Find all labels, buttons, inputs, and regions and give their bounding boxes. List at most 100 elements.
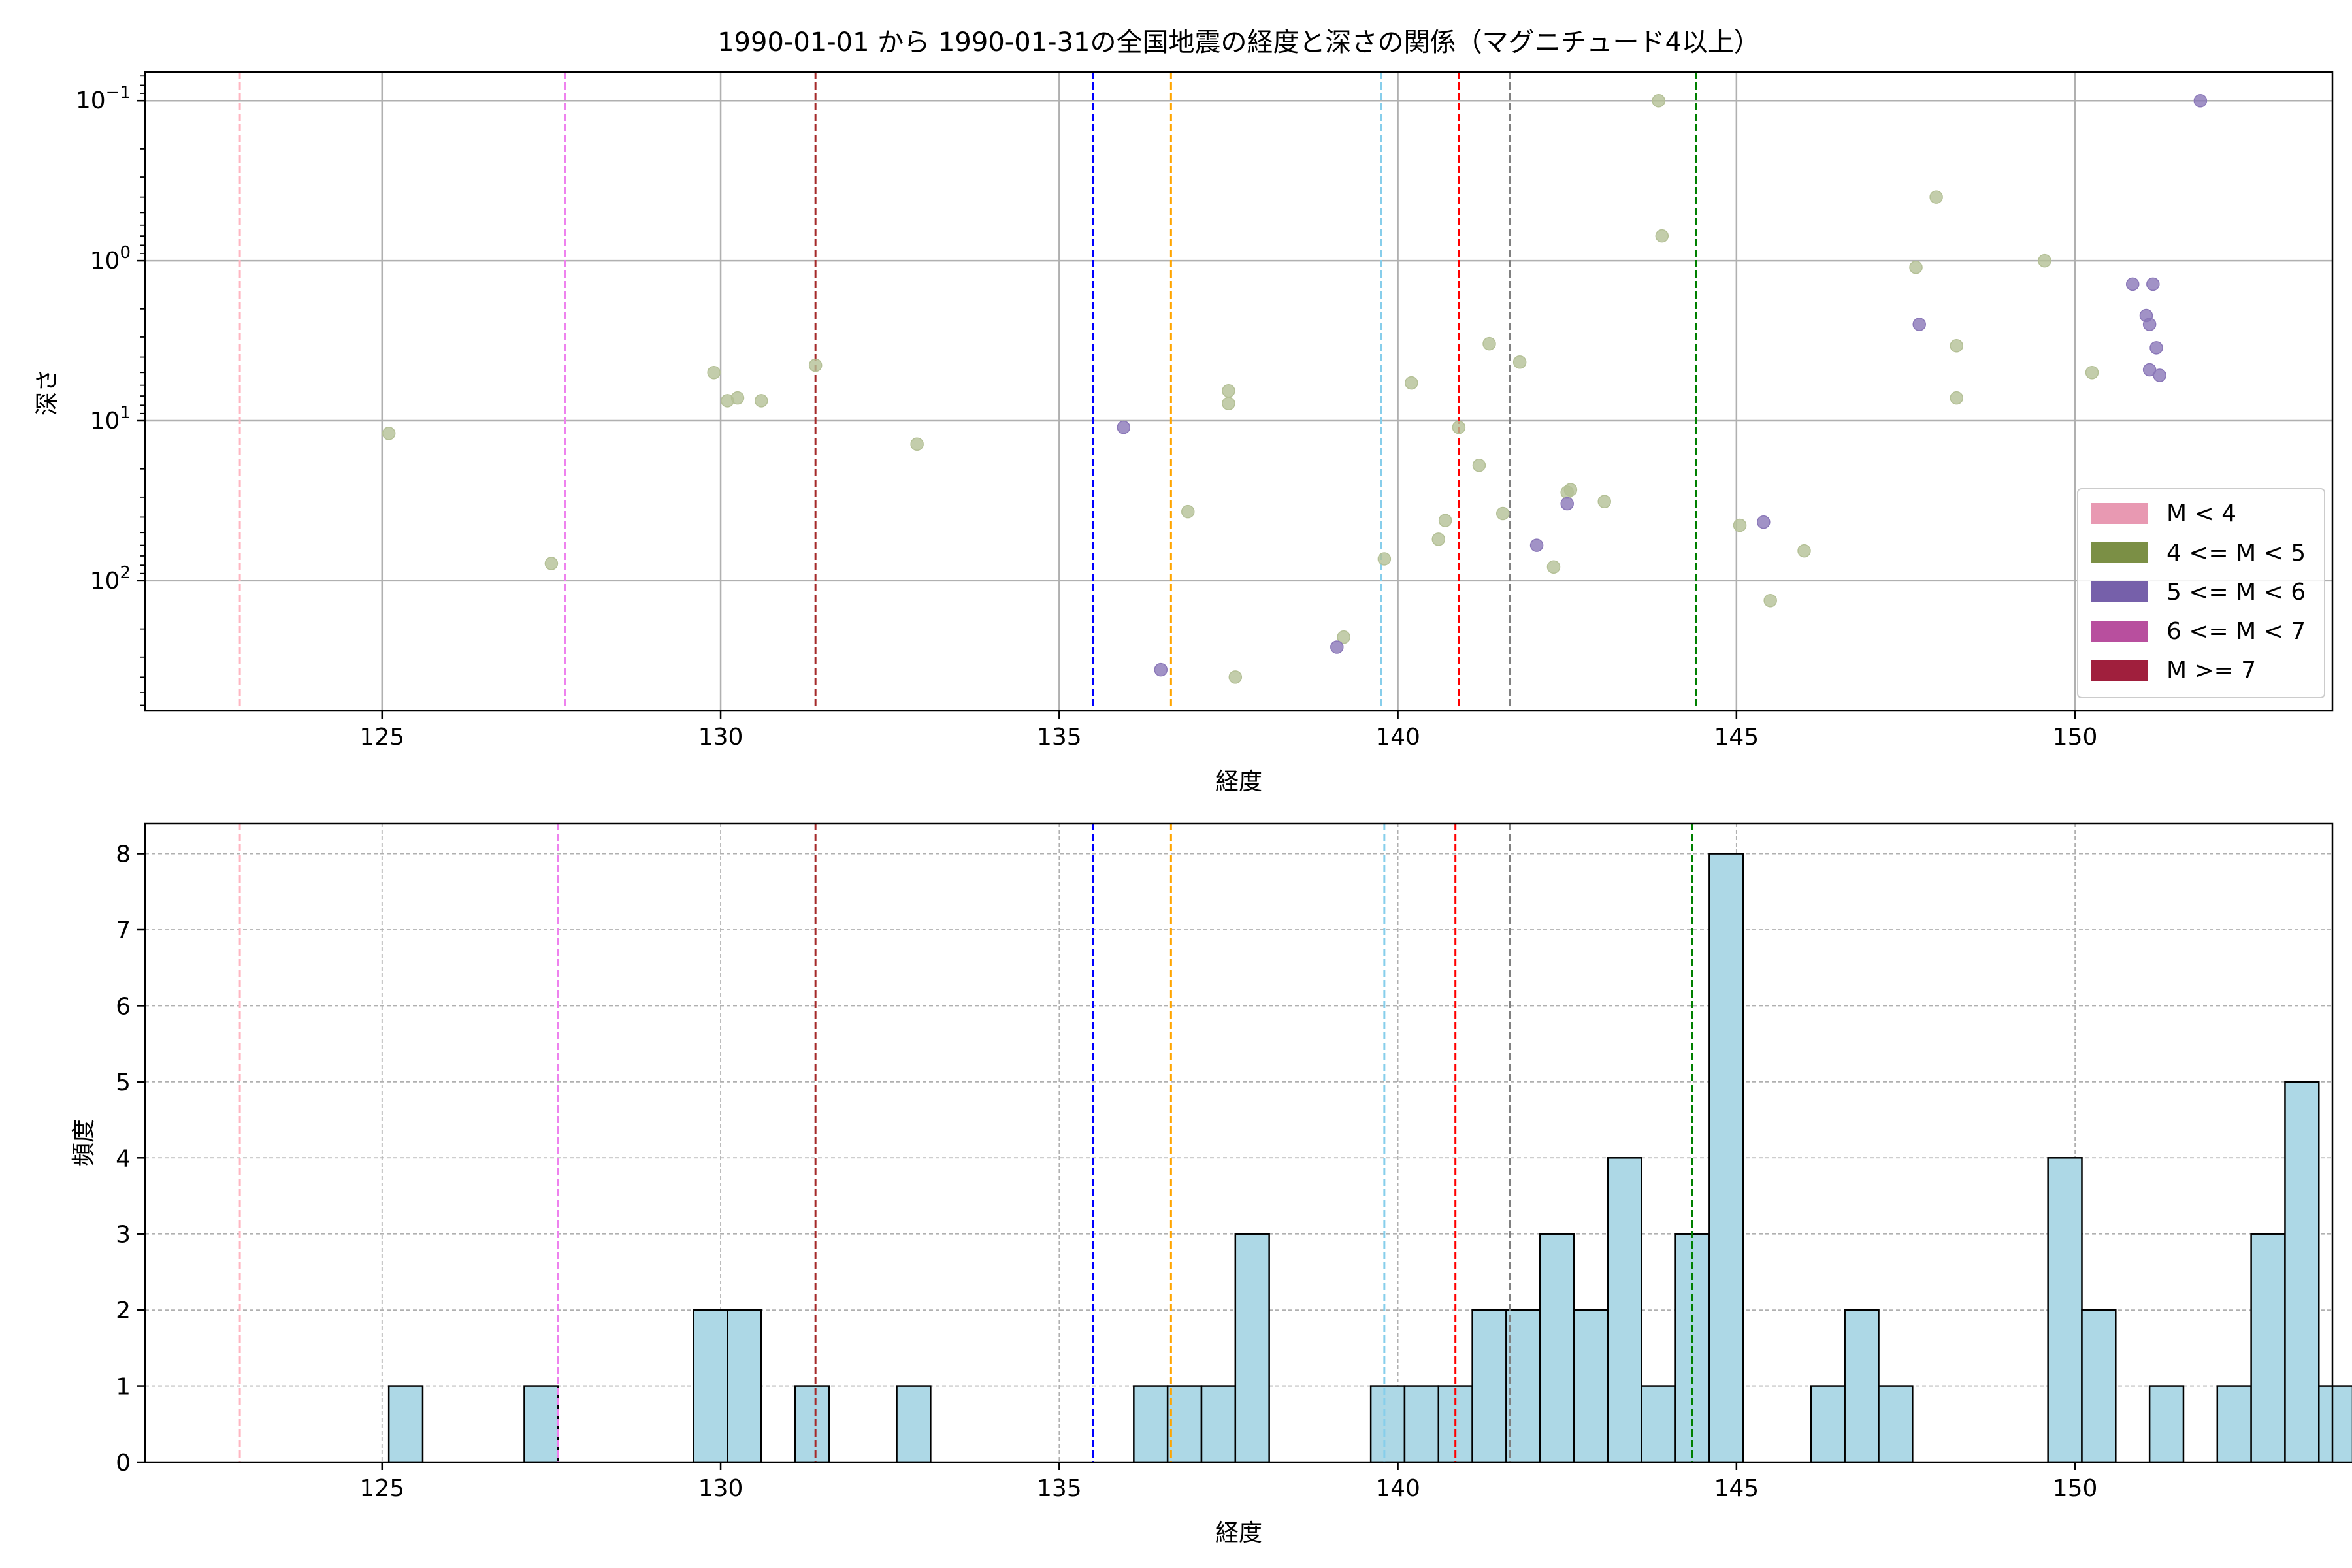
scatter-point bbox=[1431, 532, 1446, 546]
scatter-x-ticks: 125 130 135 140 145 150 bbox=[359, 711, 2097, 751]
histogram-x-tick-label: 130 bbox=[698, 1475, 743, 1502]
scatter-y-tick-label: 102 bbox=[90, 563, 131, 595]
scatter-point bbox=[1452, 420, 1466, 434]
scatter-x-tick-label: 150 bbox=[2053, 724, 2098, 751]
scatter-y-ticks: 10−1 100 101 102 bbox=[76, 75, 145, 706]
scatter-point bbox=[1337, 630, 1350, 644]
histogram-y-tick-label: 8 bbox=[116, 841, 131, 868]
scatter-point bbox=[1909, 260, 1923, 274]
scatter-point bbox=[1377, 552, 1392, 566]
histogram-y-tick-label: 6 bbox=[116, 993, 131, 1020]
scatter-plot-frame bbox=[144, 71, 2334, 712]
scatter-x-axis-label: 経度 bbox=[1215, 768, 1262, 795]
scatter-point bbox=[1597, 495, 1611, 508]
scatter-legend-label: M >= 7 bbox=[2166, 657, 2256, 684]
histogram-bar bbox=[1133, 1385, 1169, 1463]
scatter-point bbox=[1763, 593, 1777, 608]
scatter-y-tick-label: 101 bbox=[90, 403, 131, 434]
scatter-legend: M < 4 4 <= M < 5 5 <= M < 6 6 <= M < 7 M >= … bbox=[2077, 488, 2325, 698]
scatter-x-tick-label: 140 bbox=[1375, 724, 1420, 751]
scatter-point bbox=[1757, 515, 1771, 529]
scatter-legend-swatch bbox=[2091, 503, 2148, 524]
histogram-bar bbox=[2047, 1157, 2083, 1463]
histogram-bar bbox=[1200, 1385, 1237, 1463]
scatter-point bbox=[808, 358, 823, 372]
histogram-bar bbox=[1641, 1385, 1676, 1463]
histogram-bar bbox=[2081, 1309, 2117, 1463]
scatter-point bbox=[2142, 318, 2157, 331]
scatter-point bbox=[1546, 560, 1561, 574]
scatter-x-tick-label: 125 bbox=[359, 724, 404, 751]
histogram-bar bbox=[1607, 1157, 1642, 1463]
scatter-legend-swatch bbox=[2091, 581, 2148, 602]
scatter-point bbox=[1563, 483, 1578, 497]
scatter-point bbox=[1181, 504, 1195, 519]
histogram-plot-frame bbox=[144, 822, 2334, 1463]
scatter-points bbox=[382, 93, 2208, 684]
scatter-point bbox=[2142, 363, 2157, 377]
figure-title: 1990-01-01 から 1990-01-31の全国地震の経度と深さの関係（マ… bbox=[717, 27, 1760, 57]
scatter-point bbox=[2125, 277, 2140, 291]
histogram-bar bbox=[2250, 1233, 2286, 1463]
scatter-point bbox=[910, 437, 924, 451]
histogram-bar bbox=[1166, 1385, 1203, 1463]
scatter-point bbox=[1950, 391, 1963, 405]
histogram-bar bbox=[1234, 1233, 1270, 1463]
scatter-legend-label: M < 4 bbox=[2166, 500, 2236, 527]
scatter-point bbox=[2149, 341, 2163, 355]
histogram-bar bbox=[523, 1385, 559, 1463]
scatter-legend-label: 6 <= M < 7 bbox=[2166, 618, 2306, 645]
histogram-bar bbox=[1708, 853, 1744, 1463]
histogram-y-axis-label: 頻度 bbox=[71, 1119, 97, 1166]
histogram-bar bbox=[1573, 1309, 1609, 1463]
histogram-x-tick-label: 125 bbox=[359, 1475, 404, 1502]
scatter-point bbox=[1228, 670, 1243, 684]
scatter-legend-label: 5 <= M < 6 bbox=[2166, 579, 2306, 606]
scatter-point bbox=[1222, 397, 1235, 410]
scatter-point bbox=[1733, 518, 1747, 532]
scatter-point bbox=[730, 391, 745, 405]
scatter-point bbox=[1560, 497, 1574, 511]
histogram-bar bbox=[693, 1309, 728, 1463]
scatter-point bbox=[2193, 93, 2208, 108]
histogram-x-tick-label: 135 bbox=[1037, 1475, 1082, 1502]
scatter-point bbox=[1655, 229, 1669, 243]
scatter-x-tick-label: 145 bbox=[1714, 724, 1759, 751]
scatter-point bbox=[382, 427, 396, 440]
scatter-point bbox=[1405, 376, 1418, 390]
histogram-bar bbox=[1505, 1309, 1541, 1463]
histogram-bar bbox=[1810, 1385, 1846, 1463]
histogram-bar bbox=[794, 1385, 830, 1463]
scatter-legend-label: 4 <= M < 5 bbox=[2166, 540, 2306, 566]
histogram-x-ticks: 125 130 135 140 145 150 bbox=[359, 1462, 2097, 1502]
scatter-point bbox=[2085, 366, 2099, 380]
histogram-bar bbox=[1471, 1309, 1507, 1463]
histogram-y-tick-label: 2 bbox=[116, 1298, 131, 1324]
scatter-y-tick-label: 100 bbox=[90, 243, 131, 274]
scatter-point bbox=[1912, 318, 1926, 331]
histogram-y-ticks: 0 1 2 3 4 5 6 7 8 bbox=[116, 841, 145, 1477]
scatter-magnitude-lines bbox=[238, 72, 1697, 711]
histogram-bar bbox=[2216, 1385, 2252, 1463]
scatter-point bbox=[2153, 368, 2166, 382]
scatter-point bbox=[2146, 277, 2160, 291]
scatter-point bbox=[1117, 420, 1131, 434]
histogram-bar bbox=[2318, 1385, 2352, 1463]
scatter-point bbox=[1495, 506, 1510, 521]
scatter-point bbox=[1929, 190, 1943, 204]
histogram-bar bbox=[1844, 1309, 1880, 1463]
scatter-point bbox=[1330, 640, 1344, 654]
histogram-magnitude-lines bbox=[238, 823, 1693, 1462]
histogram-bar bbox=[1369, 1385, 1406, 1463]
histogram-bar bbox=[2148, 1385, 2185, 1463]
histogram-bar bbox=[1539, 1233, 1575, 1463]
scatter-legend-swatch bbox=[2091, 660, 2148, 681]
histogram-y-tick-label: 1 bbox=[116, 1374, 131, 1401]
scatter-point bbox=[1222, 384, 1235, 398]
histogram-x-axis-label: 経度 bbox=[1215, 1520, 1262, 1546]
scatter-point bbox=[1797, 544, 1811, 558]
histogram-bar bbox=[896, 1385, 932, 1463]
scatter-x-tick-label: 130 bbox=[698, 724, 743, 751]
histogram-x-tick-label: 140 bbox=[1375, 1475, 1420, 1502]
